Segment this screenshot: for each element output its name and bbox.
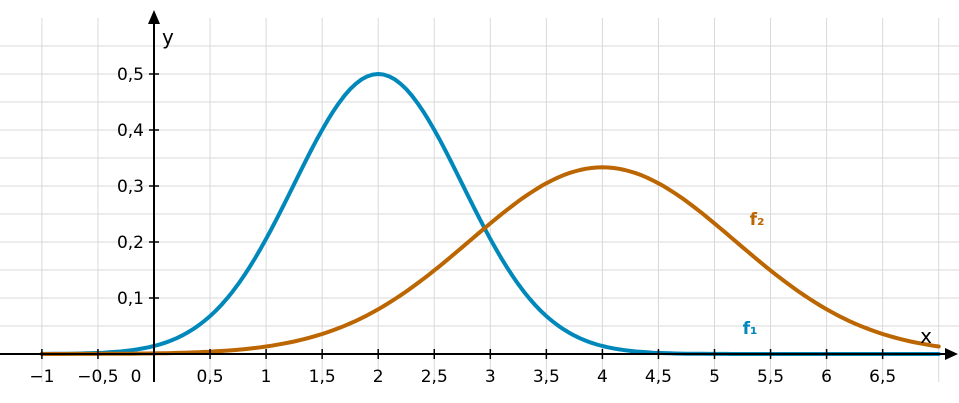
y-tick-label: 0,2 xyxy=(117,233,144,253)
y-tick-label: 0,5 xyxy=(117,65,144,85)
x-tick-label: 0,5 xyxy=(197,367,224,387)
y-tick-label: 0,3 xyxy=(117,177,144,197)
x-tick-label: −0,5 xyxy=(77,367,118,387)
labels: −1 −0,5 0 0,5 1 1,5 2 2,5 3 3,5 4 4,5 5 5,5 6 6,5 0,1 0,2… xyxy=(29,25,932,387)
x-tick-label: 2,5 xyxy=(421,367,448,387)
series-label-f1: f₁ xyxy=(743,319,758,339)
x-tick-label: 5 xyxy=(709,367,720,387)
x-tick-label: 2 xyxy=(373,367,384,387)
grid xyxy=(0,18,959,382)
x-tick-label: 4,5 xyxy=(645,367,672,387)
series-label-f2: f₂ xyxy=(750,210,765,230)
axes xyxy=(0,10,958,382)
x-axis-arrow xyxy=(945,348,958,360)
x-tick-label: 6,5 xyxy=(869,367,896,387)
x-axis-title: x xyxy=(920,324,932,348)
x-tick-label: 4 xyxy=(597,367,608,387)
x-tick-label: 3,5 xyxy=(533,367,560,387)
y-axis-title: y xyxy=(162,25,174,49)
y-tick-label: 0,4 xyxy=(117,121,144,141)
x-tick-label: 1,5 xyxy=(309,367,336,387)
x-tick-label: 0 xyxy=(131,367,142,387)
y-tick-label: 0,1 xyxy=(117,289,144,309)
x-tick-label: −1 xyxy=(29,367,54,387)
x-tick-label: 5,5 xyxy=(757,367,784,387)
series-line-f2 xyxy=(39,165,941,356)
x-tick-label: 6 xyxy=(821,367,832,387)
x-tick-label: 3 xyxy=(485,367,496,387)
x-tick-label: 1 xyxy=(261,367,272,387)
y-axis-arrow xyxy=(148,10,160,24)
